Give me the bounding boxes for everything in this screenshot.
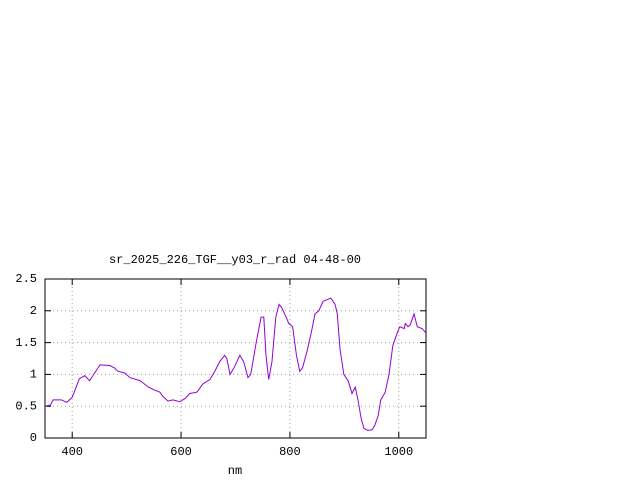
data-line (44, 297, 427, 431)
x-tick-label: 800 (279, 445, 301, 459)
chart-title: sr_2025_226_TGF__y03_r_rad 04-48-00 (109, 253, 361, 267)
x-tick-label: 1000 (384, 445, 413, 459)
x-tick-label: 600 (170, 445, 192, 459)
x-tick-label: 400 (61, 445, 83, 459)
x-axis-label: nm (228, 464, 242, 478)
y-tick-label: 2 (30, 304, 37, 318)
plot-border (44, 278, 427, 439)
y-tick-label: 0.5 (15, 399, 37, 413)
y-tick-label: 1 (30, 368, 37, 382)
y-tick-label: 2.5 (15, 272, 37, 286)
y-tick-label: 0 (30, 431, 37, 445)
y-tick-label: 1.5 (15, 336, 37, 350)
